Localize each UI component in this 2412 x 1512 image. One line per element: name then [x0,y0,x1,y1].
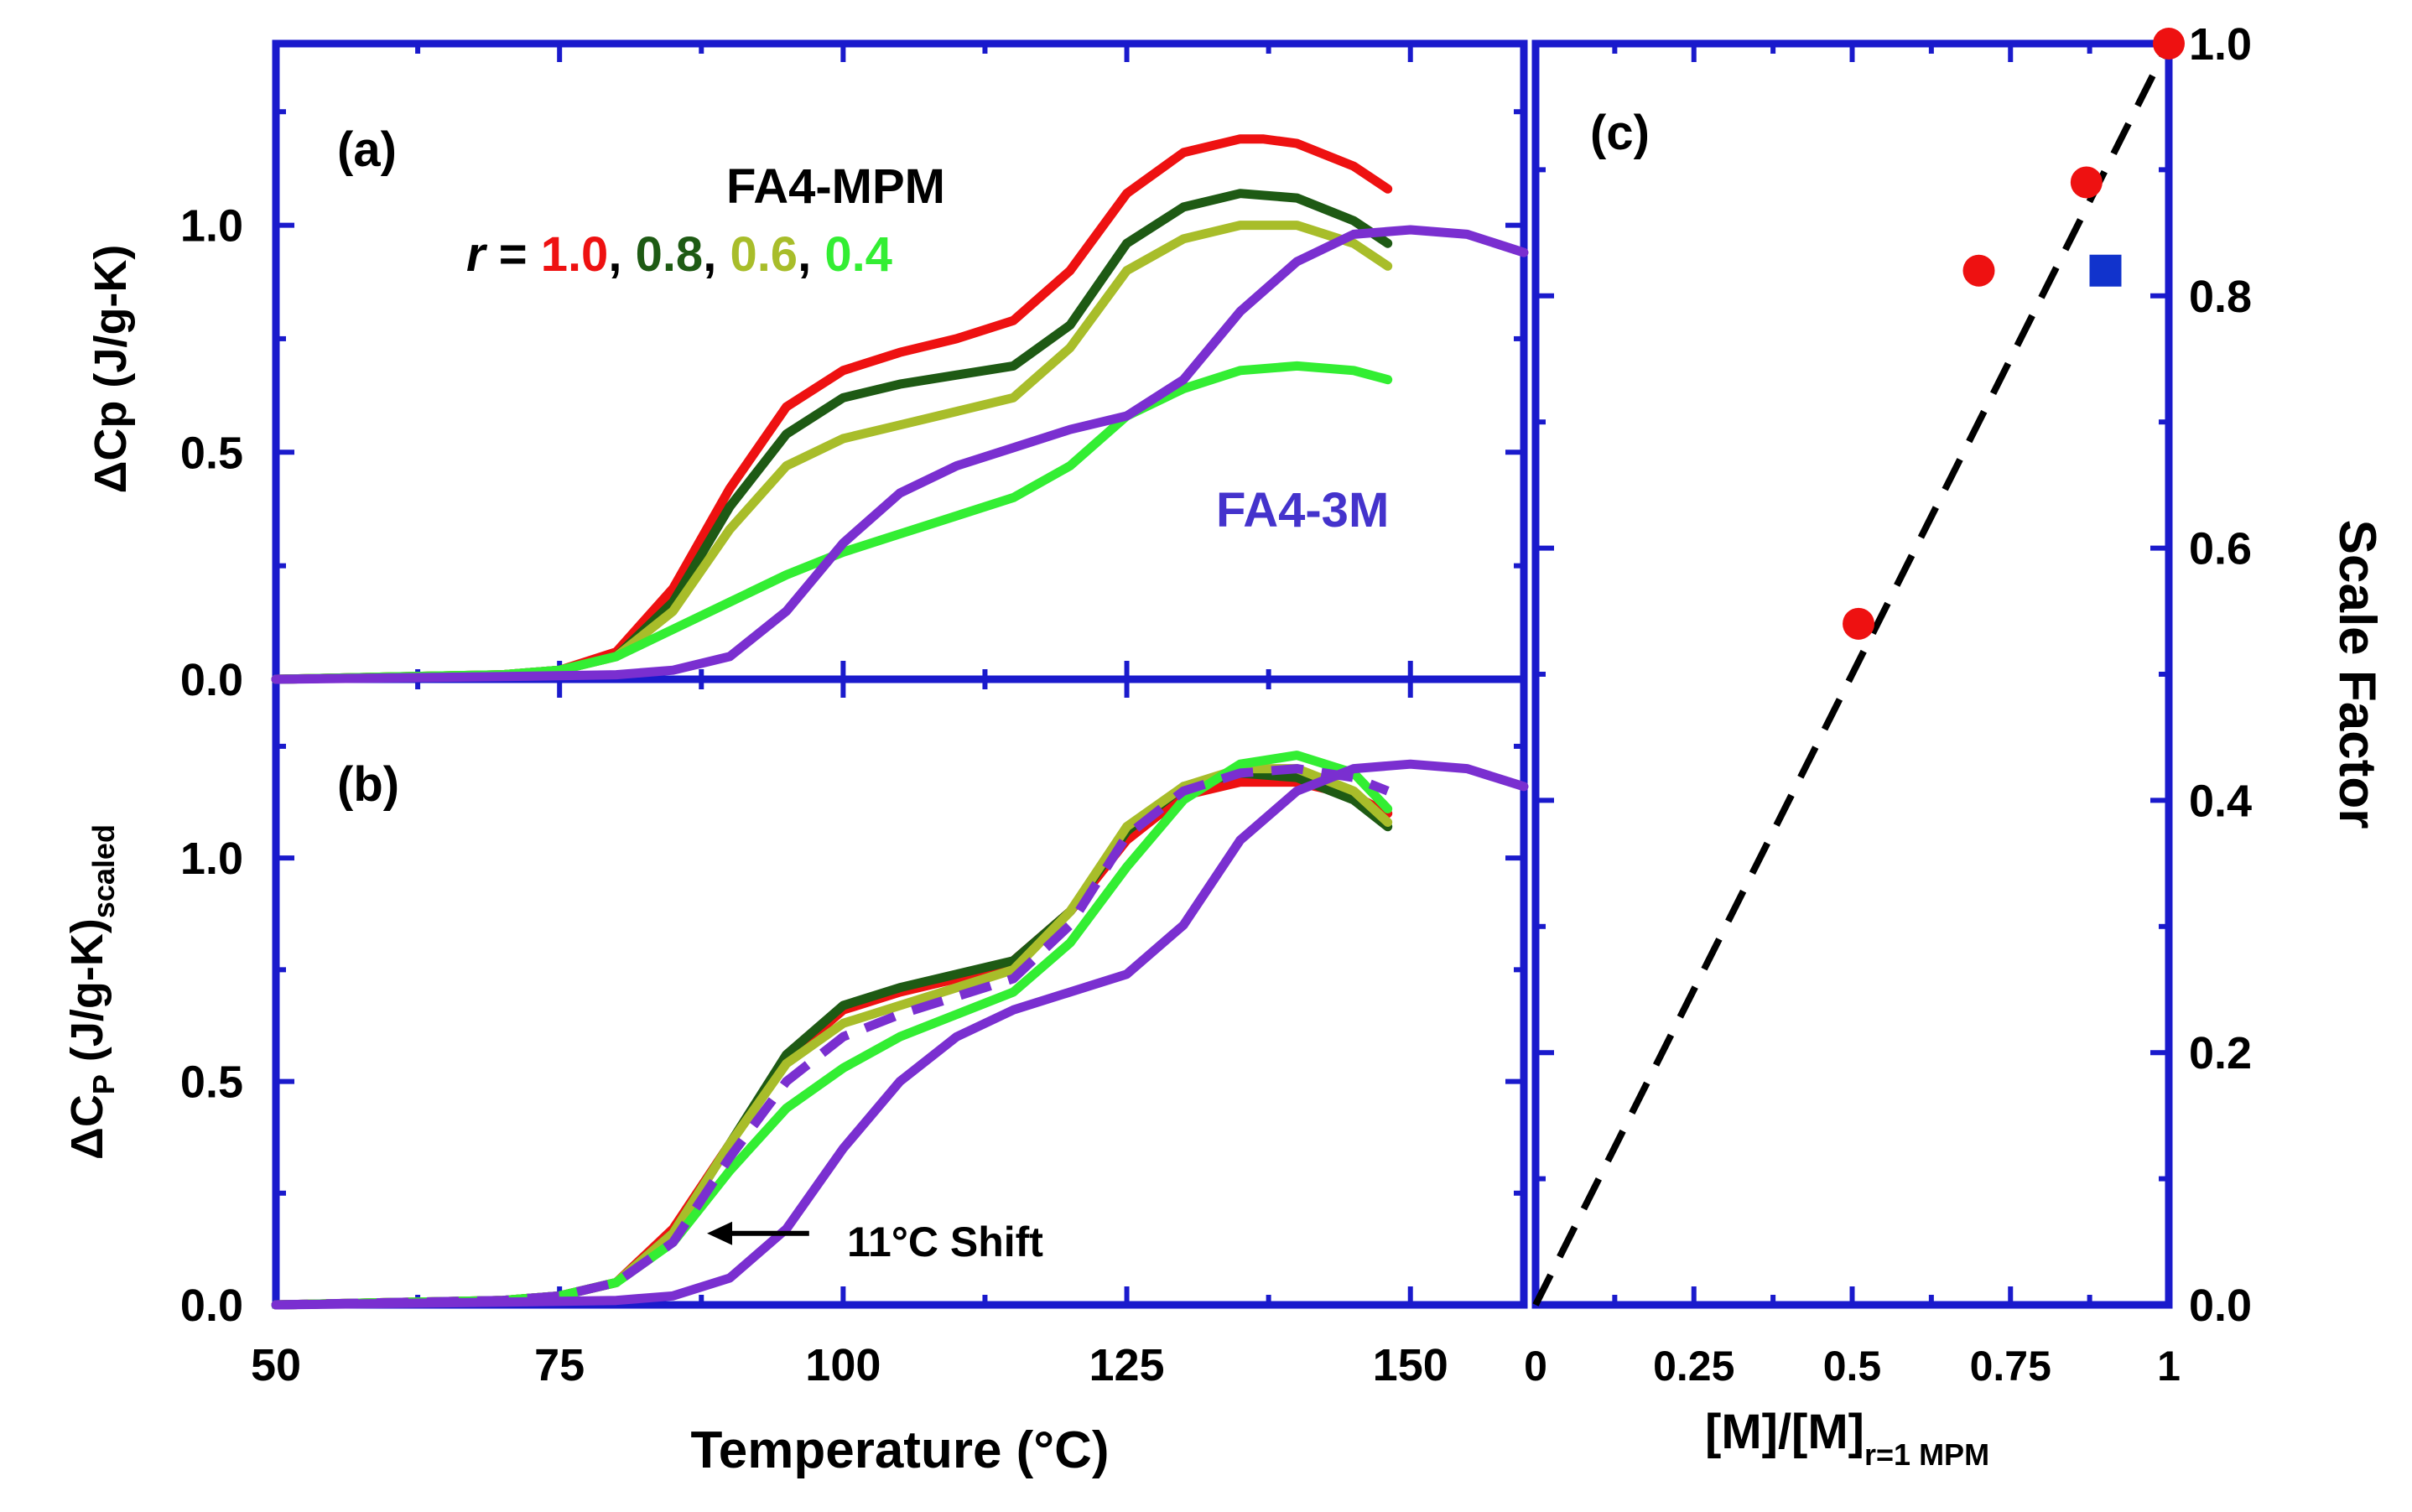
ytick-label-c-1: 0.2 [2189,1028,2252,1078]
ytick-label-b-1: 0.5 [180,1057,243,1108]
panel-b-series-5 [275,764,1390,1310]
ytick-label-c-3: 0.6 [2189,524,2252,574]
legend-sep-2: , [798,227,824,282]
panel-b-series-3 [271,751,1393,1310]
legend-r: r [466,227,488,282]
panel-c-label: (c) [1590,106,1650,160]
panel-a-legend-title: FA4-MPM [726,159,945,214]
panel-c-point-2 [1962,254,1995,287]
shift-arrowhead [707,1221,733,1245]
panel-c-fit-line [1532,42,2172,1307]
panel-c-square-0 [2089,254,2122,287]
panel-c-point-1 [2070,166,2103,199]
ylabel-b-sub1: P [86,1074,121,1094]
xtick-label-c-3: 0.75 [1970,1343,2051,1390]
legend-sep-1: , [703,227,730,282]
xtick-label-b-4: 150 [1373,1340,1448,1390]
legend-entry-0: 1.0 [541,227,609,282]
panel-b-xlabel: Temperature (°C) [690,1421,1109,1479]
panel-b-ylabel: ΔCP (J/g-K)scaled [62,824,121,1160]
panel-b-frame [272,675,1528,1309]
panel-b-label: (b) [337,757,399,812]
ytick-label-a-0: 0.0 [180,655,243,705]
xtick-label-c-1: 0.25 [1653,1343,1734,1390]
shift-label: 11°C Shift [847,1218,1043,1265]
panel-c-plot [1532,28,2185,1307]
panel-a-legend: r = 1.0, 0.8, 0.6, 0.4 [466,227,892,282]
panel-c-point-0 [2153,28,2185,60]
ytick-label-c-5: 1.0 [2189,19,2252,70]
panel-a-fa43m-label: FA4-3M [1216,483,1389,538]
panel-c-point-3 [1843,607,1875,640]
ytick-label-b-2: 1.0 [180,834,243,884]
xtick-label-b-1: 75 [534,1340,585,1390]
xlabel-c-main: [M]/[M] [1705,1405,1864,1459]
legend-entry-3: 0.4 [824,227,892,282]
legend-sep-0: , [608,227,635,282]
panel-c-xlabel: [M]/[M]r=1 MPM [1705,1405,1989,1472]
ylabel-b-mid: (J/g-K) [62,918,112,1074]
ytick-label-b-0: 0.0 [180,1281,243,1331]
ytick-label-c-2: 0.4 [2189,776,2252,826]
xlabel-c-sub: r=1 MPM [1864,1437,1989,1472]
ytick-label-a-1: 0.5 [180,428,243,478]
panel-a-series-4 [271,225,1529,684]
panel-b-plot [271,751,1529,1310]
panel-a-plot [271,134,1529,684]
legend-entry-2: 0.6 [730,227,798,282]
ytick-label-c-4: 0.8 [2189,272,2252,322]
panel-a-label: (a) [337,122,397,177]
ytick-label-c-0: 0.0 [2189,1281,2252,1331]
panel-a-ylabel: ΔCp (J/g-K) [86,245,136,494]
panel-a-series-3 [271,361,1393,684]
panel-c-ylabel: Scale Factor [2328,520,2386,829]
xtick-label-b-3: 125 [1089,1340,1164,1390]
ylabel-b-main: ΔC [62,1094,112,1160]
xtick-label-c-2: 0.5 [1823,1343,1882,1390]
legend-entry-1: 0.8 [636,227,704,282]
xtick-label-c-4: 1 [2157,1343,2181,1390]
ytick-label-a-2: 1.0 [180,201,243,252]
xtick-label-b-0: 50 [251,1340,301,1390]
legend-eq: = [486,227,541,282]
xtick-label-c-0: 0 [1524,1343,1547,1390]
ylabel-b-sub2: scaled [86,824,121,918]
xtick-label-b-2: 100 [805,1340,881,1390]
